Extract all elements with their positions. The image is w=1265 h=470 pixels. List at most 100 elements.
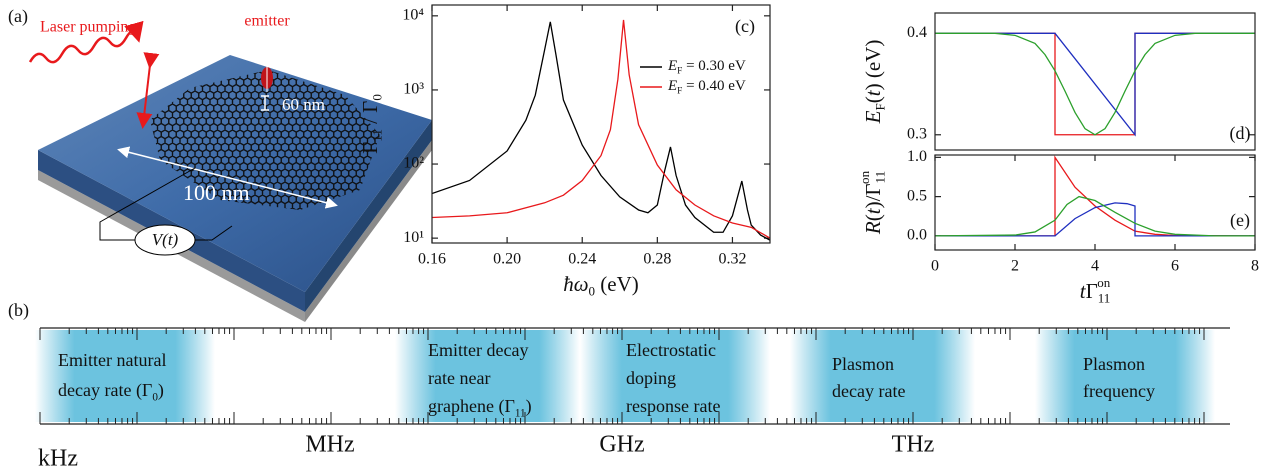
x-tick-label: 6 <box>1171 258 1179 275</box>
range-label: frequency <box>1083 381 1155 401</box>
x-tick-label: 0 <box>931 258 939 275</box>
legend-label: EF = 0.30 eV <box>667 58 746 76</box>
text-part: R <box>861 221 885 235</box>
laser-label: Laser pumping <box>40 19 136 36</box>
text-part: ( <box>861 214 885 221</box>
range-label: decay rate <box>832 381 905 401</box>
y-axis-label: R(t)/Γ11on <box>857 170 887 235</box>
text-part: Plasmon <box>1083 354 1145 374</box>
y-axis-label: EF(t) (eV) <box>861 40 887 125</box>
text-part: ) (eV) <box>861 40 885 91</box>
panel-label: (e) <box>1230 210 1250 231</box>
text-part: Γ <box>1086 279 1098 303</box>
text-part: decay rate <box>832 381 905 401</box>
x-tick-label: 8 <box>1251 258 1259 275</box>
y-tick-label: 10³ <box>403 81 424 98</box>
range-label: response rate <box>626 396 720 416</box>
text-part: 11 <box>872 171 887 184</box>
panel-label: (d) <box>1230 123 1251 144</box>
y-tick-label: 1.0 <box>907 148 927 165</box>
text-part: 0 <box>152 391 158 403</box>
x-axis-label: ħω0 (eV) <box>563 272 639 298</box>
line <box>935 202 1255 237</box>
text-part: Emitter natural <box>58 350 166 370</box>
text-part: on <box>1097 275 1111 290</box>
text-part: ) <box>158 380 164 401</box>
text-part: E <box>667 78 677 94</box>
frequency-scale: Emitter natural decay rate (Γ0) Emitter de… <box>35 327 1230 470</box>
text-part: (eV) <box>595 272 639 296</box>
height-label: 60 nm <box>282 95 325 114</box>
text-part: )/Γ <box>861 183 885 208</box>
text-part: doping <box>626 368 676 388</box>
range-label: Plasmon <box>832 354 894 374</box>
range-label: Emitter decay <box>428 340 528 360</box>
text-part: E <box>667 58 677 74</box>
text-part: Γ <box>358 142 382 154</box>
panel-label: (c) <box>735 16 755 37</box>
illustration <box>28 20 432 322</box>
panel-label: (a) <box>8 6 28 27</box>
text-part: ( <box>861 96 885 103</box>
text-part: = 0.40 eV <box>682 78 746 94</box>
text-part: 0 <box>369 94 384 101</box>
y-axis-label: Γ11 / Γ0 <box>358 94 384 154</box>
y-tick-label: 10² <box>403 155 424 172</box>
y-tick-label: 10¹ <box>403 229 424 246</box>
text-part: E <box>861 110 885 124</box>
x-tick-label: 0.24 <box>568 251 596 268</box>
text-part: ) <box>526 396 532 417</box>
panel-label: (b) <box>8 300 29 321</box>
range-band <box>395 330 580 422</box>
text-part: rate near <box>428 368 490 388</box>
line <box>935 195 1255 237</box>
emitter-label: emitter <box>244 13 290 30</box>
range-label: Plasmon <box>1083 354 1145 374</box>
unit-label: GHz <box>599 432 644 458</box>
text-part: t <box>861 207 885 214</box>
range-label: decay rate (Γ0) <box>58 380 164 403</box>
range-label: graphene (Γ11) <box>428 396 532 419</box>
range-band <box>1035 330 1215 422</box>
range-band <box>35 330 215 422</box>
text-part: 0 <box>589 283 596 298</box>
y-tick-label: 0.4 <box>907 24 927 41</box>
line <box>432 21 770 241</box>
size-label: 100 nm <box>183 180 250 205</box>
y-tick-label: 0.5 <box>907 187 927 204</box>
unit-label: kHz <box>38 446 78 470</box>
chart: 0.3 0.4 (d) EF(t) (eV) <box>861 12 1256 151</box>
text-part: 11 <box>1098 290 1111 305</box>
x-tick-label: 0.32 <box>718 251 746 268</box>
text-part: frequency <box>1083 381 1155 401</box>
text-part: Plasmon <box>832 354 894 374</box>
y-tick-label: 0.0 <box>907 227 927 244</box>
plot-frame <box>934 154 1256 251</box>
unit-label: MHz <box>305 432 354 458</box>
line <box>935 155 1255 237</box>
voltage-label: V(t) <box>152 230 179 249</box>
x-tick-label: 0.16 <box>418 251 446 268</box>
text-part: t <box>861 89 885 96</box>
text-part: decay rate (Γ <box>58 380 152 401</box>
x-tick-label: 0.28 <box>643 251 671 268</box>
text-part: = 0.30 eV <box>682 58 746 74</box>
text-part: 11 <box>515 407 526 419</box>
text-part: F <box>677 87 682 97</box>
text-part: graphene (Γ <box>428 396 515 417</box>
text-part: ħω <box>563 272 588 296</box>
line <box>935 32 1255 137</box>
line <box>935 32 1255 136</box>
text-part: Electrostatic <box>626 340 716 360</box>
range-band <box>790 330 975 422</box>
range-label: Emitter natural <box>58 350 166 370</box>
text-part: F <box>677 67 682 77</box>
x-tick-label: 4 <box>1091 258 1099 275</box>
range-band <box>580 330 770 422</box>
plot-frame <box>431 4 771 244</box>
range-label: rate near <box>428 368 490 388</box>
text-part: response rate <box>626 396 720 416</box>
